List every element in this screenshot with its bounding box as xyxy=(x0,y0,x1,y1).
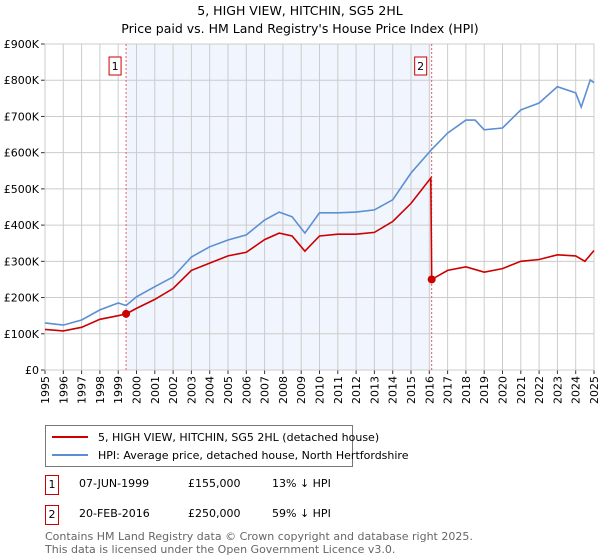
y-tick-label: £600K xyxy=(4,147,40,160)
legend-swatch-red xyxy=(52,436,88,438)
footer: Contains HM Land Registry data © Crown c… xyxy=(45,530,473,556)
x-tick-label: 2002 xyxy=(167,376,180,404)
footer-copyright: Contains HM Land Registry data © Crown c… xyxy=(45,530,473,543)
y-tick-label: £900K xyxy=(4,38,40,51)
sale-hpi-diff: 59% ↓ HPI xyxy=(272,507,331,520)
y-tick-label: £700K xyxy=(4,110,40,123)
x-tick-label: 2010 xyxy=(314,376,327,404)
x-tick-label: 2019 xyxy=(478,376,491,404)
sale-row-1: 1 07-JUN-1999 £155,000 13% ↓ HPI xyxy=(45,475,445,495)
legend-item-property: 5, HIGH VIEW, HITCHIN, SG5 2HL (detached… xyxy=(46,429,379,445)
sale-date: 20-FEB-2016 xyxy=(79,507,150,520)
x-tick-label: 2001 xyxy=(149,376,162,404)
x-tick-label: 2009 xyxy=(295,376,308,404)
sale-date: 07-JUN-1999 xyxy=(79,477,150,490)
y-tick-label: £100K xyxy=(4,328,40,341)
x-tick-label: 2011 xyxy=(332,376,345,404)
x-tick-label: 2020 xyxy=(497,376,510,404)
x-tick-label: 2023 xyxy=(551,376,564,404)
sale-point xyxy=(122,309,131,318)
chart-subtitle: Price paid vs. HM Land Registry's House … xyxy=(121,21,479,36)
x-tick-label: 2025 xyxy=(588,376,600,404)
legend-item-hpi: HPI: Average price, detached house, Nort… xyxy=(46,447,408,463)
x-tick-label: 2016 xyxy=(423,376,436,404)
series-line xyxy=(44,175,595,332)
x-tick-label: 2005 xyxy=(222,376,235,404)
x-tick-label: 1999 xyxy=(112,376,125,404)
x-tick-label: 2012 xyxy=(350,376,363,404)
sale-marker: 2 xyxy=(45,505,59,525)
y-tick-label: £500K xyxy=(4,183,40,196)
x-tick-label: 2015 xyxy=(405,376,418,404)
chart-title: 5, HIGH VIEW, HITCHIN, SG5 2HL xyxy=(197,3,403,18)
y-tick-label: £200K xyxy=(4,292,40,305)
y-tick-label: £400K xyxy=(4,219,40,232)
x-tick-label: 2013 xyxy=(368,376,381,404)
x-tick-label: 2004 xyxy=(204,376,217,404)
y-tick-label: £300K xyxy=(4,255,40,268)
x-tick-label: 2008 xyxy=(277,376,290,404)
series-line xyxy=(44,78,595,326)
x-tick-label: 2021 xyxy=(515,376,528,404)
x-tick-label: 2000 xyxy=(131,376,144,404)
x-tick-label: 2024 xyxy=(570,376,583,404)
sale-row-2: 2 20-FEB-2016 £250,000 59% ↓ HPI xyxy=(45,505,445,525)
legend-swatch-blue xyxy=(52,454,88,456)
x-tick-label: 1996 xyxy=(57,376,70,404)
legend-label: HPI: Average price, detached house, Nort… xyxy=(98,448,409,462)
y-tick-label: £800K xyxy=(4,74,40,87)
sale-marker-label: 2 xyxy=(417,60,424,73)
x-tick-label: 1998 xyxy=(94,376,107,404)
x-tick-label: 2003 xyxy=(185,376,198,404)
shaded-ownership-period xyxy=(126,44,432,370)
sale-marker-box xyxy=(108,56,122,76)
x-tick-label: 1995 xyxy=(39,376,52,404)
x-tick-label: 1997 xyxy=(76,376,89,404)
x-tick-label: 2006 xyxy=(240,376,253,404)
sale-price: £155,000 xyxy=(188,477,241,490)
plot-frame xyxy=(44,43,595,371)
price-chart: 1995 1996 1997 1998 1999 2000 2001 2002 2003 2004… xyxy=(4,38,600,404)
sale-point xyxy=(427,275,436,284)
legend-label: 5, HIGH VIEW, HITCHIN, SG5 2HL (detached… xyxy=(98,430,380,444)
sale-marker-box xyxy=(414,56,428,76)
sale-price: £250,000 xyxy=(188,507,241,520)
x-tick-label: 2017 xyxy=(442,376,455,404)
x-tick-label: 2022 xyxy=(533,376,546,404)
sale-marker: 1 xyxy=(45,475,59,495)
sale-hpi-diff: 13% ↓ HPI xyxy=(272,477,331,490)
y-tick-label: £0 xyxy=(25,364,39,377)
sale-marker-label: 1 xyxy=(112,60,119,73)
legend: 5, HIGH VIEW, HITCHIN, SG5 2HL (detached… xyxy=(45,425,408,467)
x-tick-label: 2014 xyxy=(387,376,400,404)
footer-licence: This data is licensed under the Open Gov… xyxy=(45,543,396,556)
x-tick-label: 2007 xyxy=(259,376,272,404)
x-tick-label: 2018 xyxy=(460,376,473,404)
